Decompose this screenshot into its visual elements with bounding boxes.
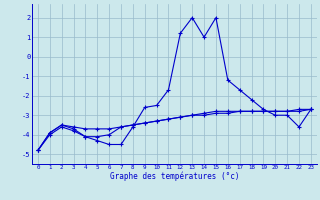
X-axis label: Graphe des températures (°c): Graphe des températures (°c) [110, 172, 239, 181]
